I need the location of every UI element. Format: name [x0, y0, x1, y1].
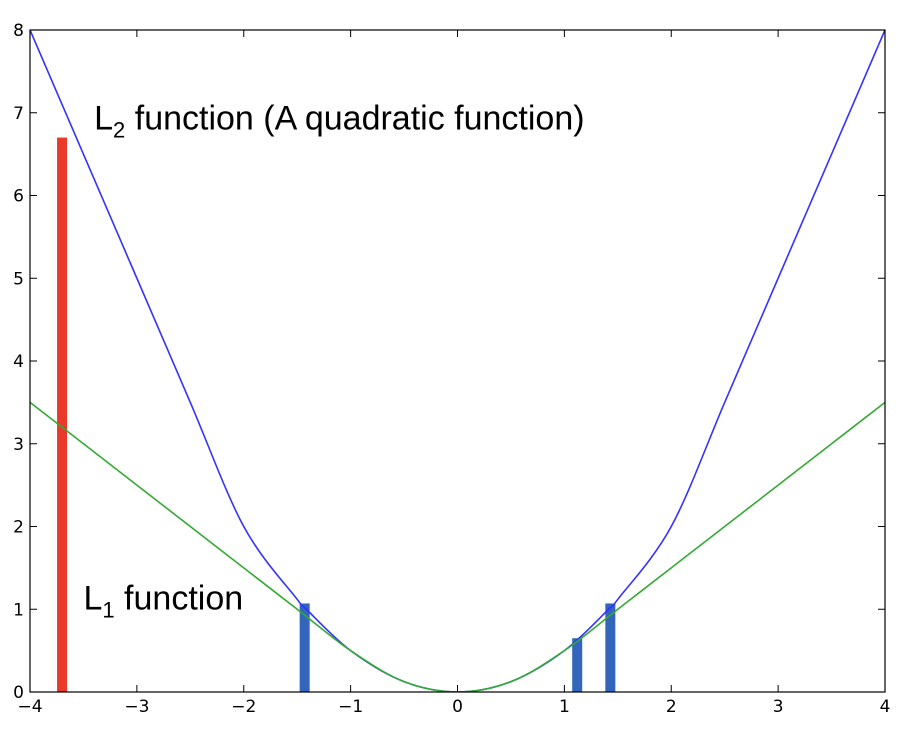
l2-label-text: function (A quadratic function) [125, 99, 584, 137]
l1-label: L1 function [83, 579, 243, 622]
x-tick-label: −2 [231, 697, 256, 717]
x-tick-label: −1 [338, 697, 363, 717]
l2-label-main: L [94, 99, 113, 137]
axes [29, 29, 886, 693]
series-line-2 [30, 401, 885, 692]
x-tick-label: −4 [17, 697, 42, 717]
series-line-1 [30, 29, 885, 692]
y-tick-label: 5 [13, 269, 24, 289]
bar-4 [605, 603, 616, 692]
x-tick-label: 2 [666, 697, 677, 717]
y-tick-label: 8 [13, 21, 24, 41]
tick-labels: −4 −3 −2 −1 0 1 2 3 4 0 1 2 3 4 5 6 7 8 [13, 21, 890, 717]
y-tick-label: 3 [13, 435, 24, 455]
x-tick-label: 4 [880, 697, 891, 717]
plot-area [30, 29, 885, 692]
y-tick-label: 1 [13, 600, 24, 620]
y-tick-label: 7 [13, 104, 24, 124]
bar-3 [572, 638, 583, 692]
y-tick-label: 6 [13, 187, 24, 207]
bar-2 [299, 603, 310, 692]
y-tick-label: 4 [13, 352, 24, 372]
x-tick-label: 1 [559, 697, 570, 717]
x-tick-label: 0 [452, 697, 463, 717]
x-tick-label: −3 [124, 697, 149, 717]
l2-label-subscript: 2 [113, 117, 125, 142]
l2-label: L2 function (A quadratic function) [94, 99, 584, 142]
x-tick-label: 3 [773, 697, 784, 717]
l1-label-main: L [83, 579, 102, 617]
annotations: L2 function (A quadratic function)L1 fun… [83, 99, 584, 622]
bar-1 [57, 137, 68, 692]
l1-label-text: function [115, 579, 244, 617]
l1-label-subscript: 1 [102, 597, 114, 622]
y-tick-label: 0 [13, 683, 24, 703]
y-tick-label: 2 [13, 518, 24, 538]
